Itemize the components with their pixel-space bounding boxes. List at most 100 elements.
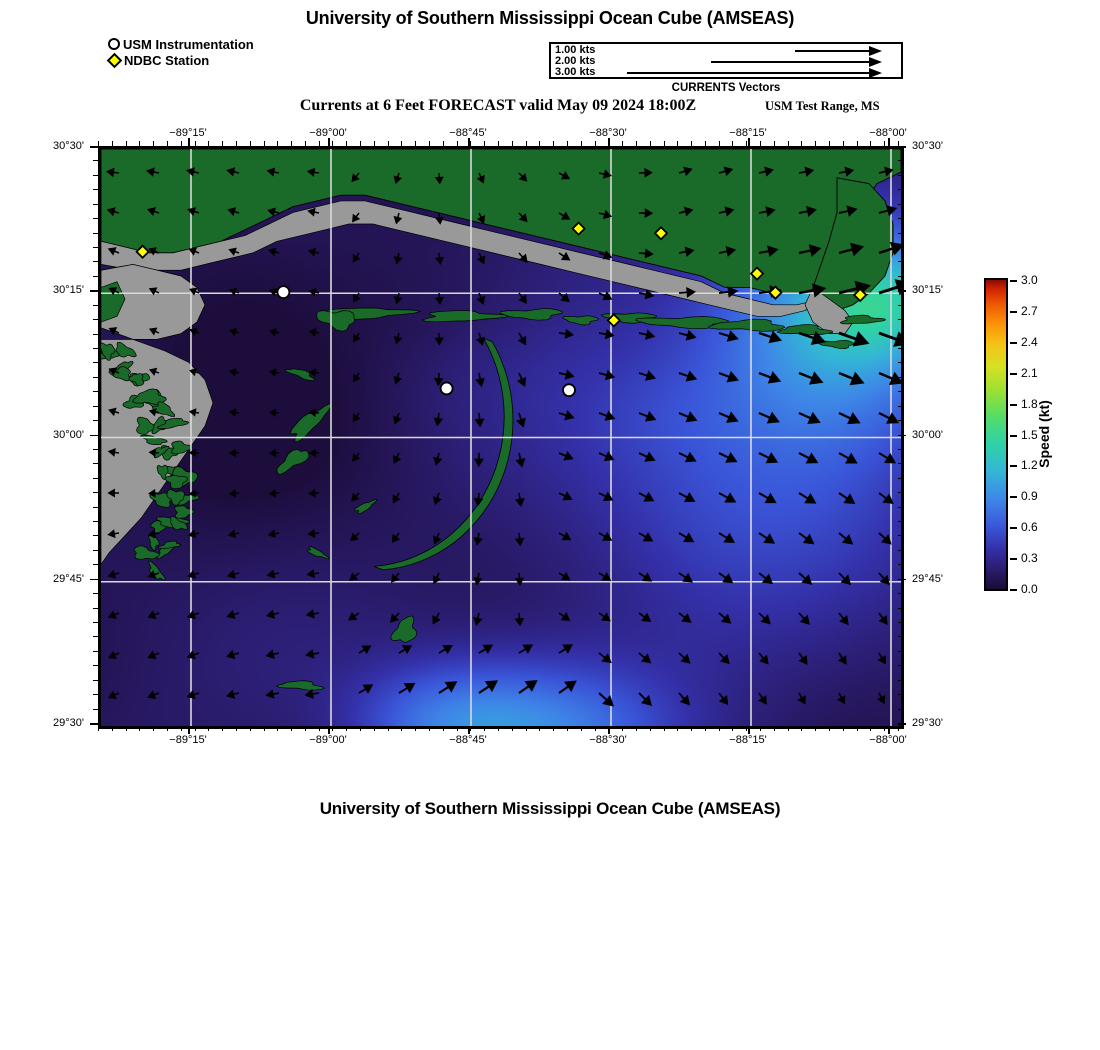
axis-tick xyxy=(93,680,98,681)
axis-tick xyxy=(898,420,903,421)
axis-tick xyxy=(774,726,775,731)
map-canvas[interactable] xyxy=(101,149,901,726)
axis-tick xyxy=(898,261,903,262)
axis-tick xyxy=(93,449,98,450)
axis-tick xyxy=(843,141,844,146)
axis-major-tick xyxy=(898,579,906,581)
page-title: University of Southern Mississippi Ocean… xyxy=(0,8,1100,29)
usm-instrumentation-marker[interactable] xyxy=(277,286,289,298)
axis-label-latitude: 30°30' xyxy=(53,140,84,152)
axis-tick xyxy=(181,726,182,731)
axis-tick xyxy=(93,334,98,335)
axis-major-tick xyxy=(188,726,190,734)
axis-tick xyxy=(870,726,871,731)
axis-tick xyxy=(93,305,98,306)
axis-tick xyxy=(843,726,844,731)
axis-tick xyxy=(93,564,98,565)
axis-tick xyxy=(305,141,306,146)
axis-tick xyxy=(429,141,430,146)
colorbar-tick xyxy=(1010,465,1017,467)
axis-tick xyxy=(898,348,903,349)
axis-major-tick xyxy=(90,723,98,725)
axis-tick xyxy=(93,665,98,666)
vector-arrowhead xyxy=(869,57,882,67)
axis-label-longitude: −88°30' xyxy=(589,734,626,746)
axis-tick xyxy=(898,276,903,277)
axis-tick xyxy=(208,141,209,146)
axis-tick xyxy=(581,141,582,146)
colorbar-tick-label: 0.0 xyxy=(1021,582,1038,596)
axis-tick xyxy=(93,420,98,421)
axis-tick xyxy=(650,726,651,731)
axis-tick xyxy=(429,726,430,731)
axis-tick xyxy=(898,521,903,522)
axis-major-tick xyxy=(898,290,906,292)
axis-tick xyxy=(236,726,237,731)
vector-scale-legend: 1.00 kts 2.00 kts 3.00 kts xyxy=(549,42,903,79)
axis-tick xyxy=(595,141,596,146)
axis-label-longitude: −89°00' xyxy=(309,734,346,746)
axis-tick xyxy=(650,141,651,146)
axis-major-tick xyxy=(90,290,98,292)
axis-tick xyxy=(93,507,98,508)
vector-scale-label: 3.00 kts xyxy=(555,67,595,78)
axis-tick xyxy=(222,141,223,146)
axis-tick xyxy=(93,651,98,652)
axis-tick xyxy=(664,141,665,146)
axis-tick xyxy=(93,247,98,248)
axis-tick xyxy=(898,319,903,320)
colorbar-tick xyxy=(1010,527,1017,529)
axis-tick xyxy=(346,141,347,146)
axis-tick xyxy=(677,141,678,146)
axis-tick xyxy=(401,141,402,146)
axis-tick xyxy=(93,233,98,234)
usm-instrumentation-marker[interactable] xyxy=(441,382,453,394)
axis-tick xyxy=(93,636,98,637)
vector-shaft xyxy=(795,50,869,52)
axis-label-latitude: 30°00' xyxy=(912,429,943,441)
usm-instrumentation-marker[interactable] xyxy=(563,384,575,396)
axis-tick xyxy=(319,141,320,146)
axis-tick xyxy=(898,608,903,609)
axis-tick xyxy=(470,141,471,146)
axis-tick xyxy=(898,175,903,176)
axis-label-longitude: −89°15' xyxy=(169,734,206,746)
axis-tick xyxy=(93,478,98,479)
axis-tick xyxy=(98,726,99,731)
colorbar-tick xyxy=(1010,404,1017,406)
legend-label-usm: USM Instrumentation xyxy=(123,37,254,52)
axis-tick xyxy=(457,141,458,146)
axis-tick xyxy=(691,141,692,146)
axis-tick xyxy=(512,726,513,731)
axis-tick xyxy=(884,141,885,146)
axis-label-latitude: 30°00' xyxy=(53,429,84,441)
axis-label-latitude: 30°30' xyxy=(912,140,943,152)
vector-scale-row: 2.00 kts xyxy=(551,57,901,68)
axis-tick xyxy=(622,726,623,731)
axis-tick xyxy=(898,189,903,190)
axis-tick xyxy=(360,726,361,731)
axis-tick xyxy=(484,726,485,731)
axis-tick xyxy=(898,507,903,508)
axis-tick xyxy=(498,141,499,146)
colorbar-tick xyxy=(1010,558,1017,560)
current-speed-map[interactable] xyxy=(101,149,901,726)
axis-tick xyxy=(829,726,830,731)
axis-tick xyxy=(898,651,903,652)
axis-tick xyxy=(898,492,903,493)
axis-tick xyxy=(277,141,278,146)
axis-tick xyxy=(898,535,903,536)
axis-major-tick xyxy=(90,146,98,148)
axis-tick xyxy=(319,726,320,731)
axis-tick xyxy=(788,726,789,731)
colorbar-tick-label: 1.8 xyxy=(1021,397,1038,411)
axis-tick xyxy=(98,141,99,146)
axis-tick xyxy=(898,709,903,710)
axis-tick xyxy=(93,406,98,407)
map-frame[interactable] xyxy=(98,146,904,729)
axis-tick xyxy=(898,593,903,594)
axis-tick xyxy=(264,141,265,146)
axis-tick xyxy=(470,726,471,731)
axis-tick xyxy=(898,247,903,248)
axis-tick xyxy=(636,141,637,146)
